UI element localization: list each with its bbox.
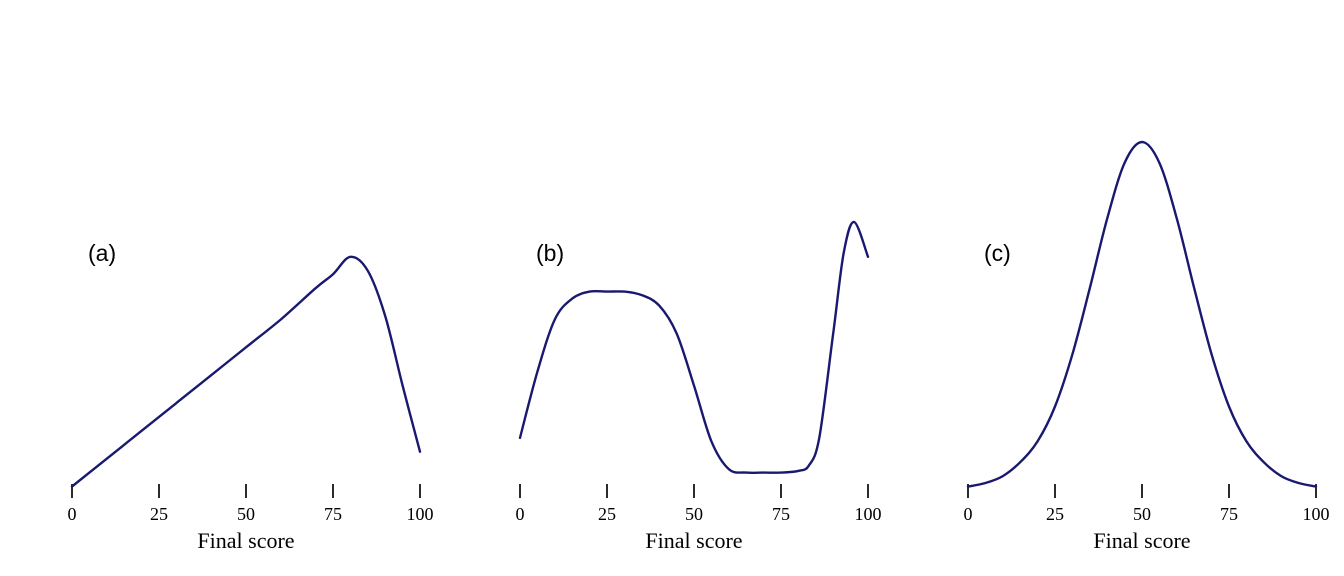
x-tick-label: 75 [1220,504,1238,524]
panel-label-a: (a) [88,240,117,266]
x-tick-label: 50 [685,504,703,524]
panel-b: (b) 0 25 50 75 100 Final score [448,0,896,576]
panel-a: (a) 0 25 50 75 100 Final score [0,0,448,576]
x-tick-label: 100 [406,504,434,524]
density-curve-a [70,255,422,498]
x-tick-label: 50 [237,504,255,524]
panel-label-b: (b) [536,240,565,266]
x-tick-label: 25 [598,504,616,524]
x-tick-label: 100 [1302,504,1330,524]
x-tick-label: 0 [515,504,525,524]
x-axis-label: Final score [197,528,295,553]
x-tick-label: 75 [324,504,342,524]
panel-c: (c) 0 25 50 75 100 Final score [896,0,1344,576]
x-tick-label: 25 [1046,504,1064,524]
x-tick-label: 50 [1133,504,1151,524]
x-tick-label: 0 [67,504,77,524]
density-curve-c [966,140,1318,498]
x-axis-label: Final score [1093,528,1191,553]
panel-label-c: (c) [984,240,1011,266]
x-tick-label: 25 [150,504,168,524]
x-tick-label: 0 [963,504,973,524]
x-tick-label: 100 [854,504,882,524]
x-tick-label: 75 [772,504,790,524]
density-curve-b [518,220,870,498]
x-axis-label: Final score [645,528,743,553]
